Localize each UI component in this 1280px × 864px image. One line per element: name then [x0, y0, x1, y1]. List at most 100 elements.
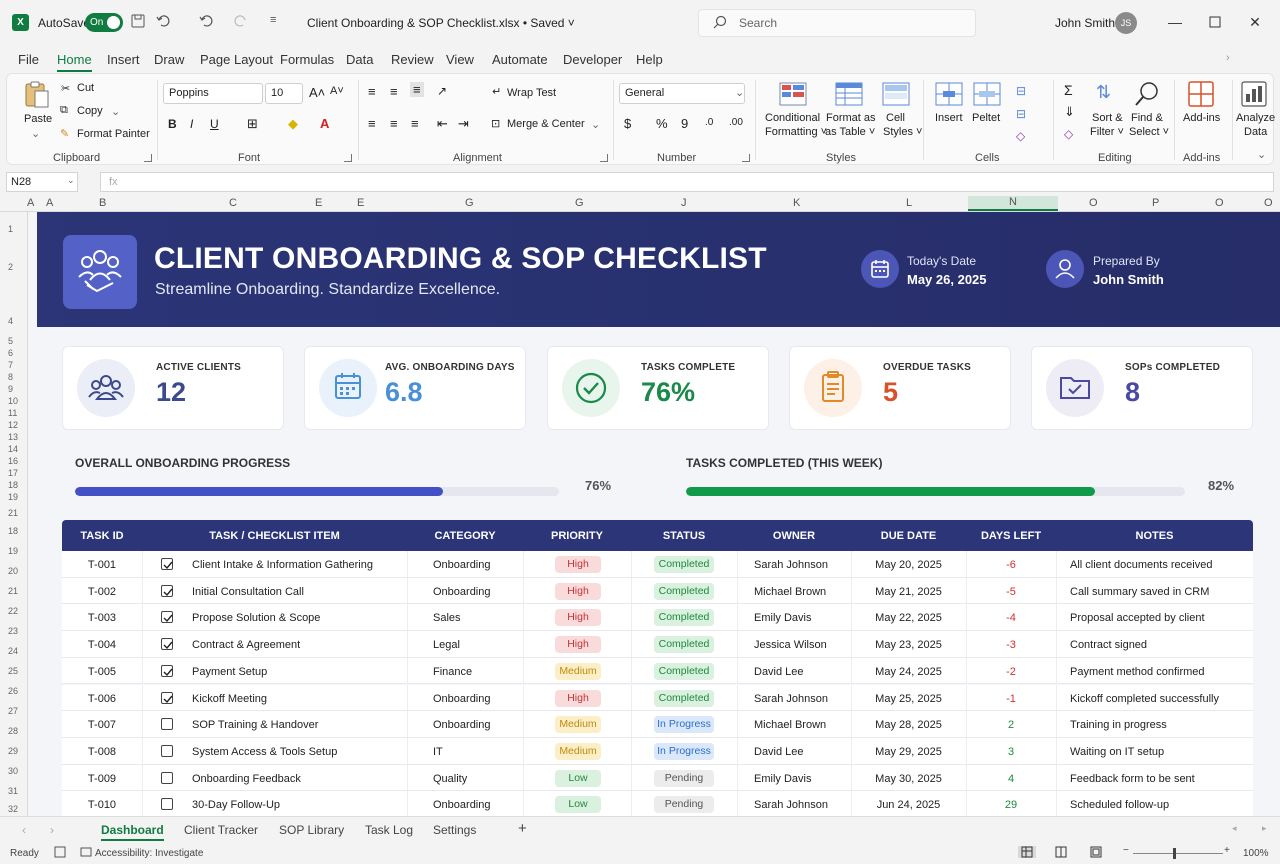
column-header[interactable]: L: [906, 197, 913, 209]
format-as-table-label-1[interactable]: Format as: [826, 112, 876, 124]
row-number[interactable]: 18: [8, 526, 19, 536]
accessibility-icon[interactable]: [80, 846, 92, 858]
column-header[interactable]: G: [575, 197, 584, 209]
zoom-in-icon[interactable]: +: [1224, 845, 1230, 856]
zoom-slider-thumb[interactable]: [1173, 848, 1176, 859]
insert-cells-icon[interactable]: [935, 82, 963, 110]
tab-page-layout[interactable]: Page Layout: [200, 52, 274, 67]
column-header-priority[interactable]: PRIORITY: [551, 530, 603, 542]
row-number[interactable]: 23: [8, 626, 19, 636]
row-number[interactable]: 32: [8, 804, 19, 814]
row-number[interactable]: 19: [8, 492, 19, 502]
column-header-task-id[interactable]: TASK ID: [80, 530, 124, 542]
delete-cells-icon[interactable]: [973, 82, 1001, 110]
align-center-icon[interactable]: ≡: [390, 116, 398, 131]
align-bottom-icon[interactable]: ≡: [410, 82, 424, 97]
format-painter-button[interactable]: Format Painter: [77, 128, 150, 140]
column-header-due-date[interactable]: DUE DATE: [880, 530, 937, 542]
font-name-select[interactable]: Poppins: [163, 83, 263, 104]
column-header-notes[interactable]: NOTES: [1135, 530, 1174, 542]
wrap-text-button[interactable]: Wrap Test: [507, 87, 557, 99]
copy-button[interactable]: Copy: [77, 105, 103, 117]
row-number[interactable]: 22: [8, 606, 19, 616]
column-header[interactable]: O: [1089, 197, 1098, 209]
row-number[interactable]: 14: [8, 444, 19, 454]
column-header-task[interactable]: TASK / CHECKLIST ITEM: [209, 530, 340, 542]
paste-dropdown-icon[interactable]: ⌄: [31, 128, 41, 140]
insert-cells-button[interactable]: Insert: [935, 112, 963, 124]
normal-view-icon[interactable]: [1018, 846, 1036, 858]
tab-help[interactable]: Help: [636, 52, 663, 67]
column-header[interactable]: B: [99, 197, 107, 209]
row-number[interactable]: 13: [8, 432, 19, 442]
row-number[interactable]: 17: [8, 468, 19, 478]
column-header[interactable]: G: [465, 197, 474, 209]
comma-icon[interactable]: 9: [681, 116, 689, 131]
page-layout-view-icon[interactable]: [1055, 846, 1067, 858]
save-icon[interactable]: [131, 14, 145, 28]
column-header-selected[interactable]: N: [968, 196, 1058, 211]
column-header[interactable]: P: [1152, 197, 1160, 209]
row-number[interactable]: 18: [8, 480, 19, 490]
sheet-tab-task-log[interactable]: Task Log: [365, 823, 414, 837]
clipboard-launcher-icon[interactable]: [144, 154, 152, 162]
font-size-select[interactable]: 10: [265, 83, 303, 104]
column-header[interactable]: C: [229, 197, 237, 209]
avatar[interactable]: JS: [1115, 12, 1137, 34]
task-checkbox[interactable]: [161, 691, 173, 704]
font-launcher-icon[interactable]: [344, 154, 352, 162]
task-checkbox[interactable]: [161, 638, 173, 651]
worksheet[interactable]: CLIENT ONBOARDING & SOP CHECKLIST Stream…: [29, 212, 1280, 816]
horizontal-scroll-icon[interactable]: ◂: [1232, 823, 1237, 833]
format-cells-icon[interactable]: ⊟: [1016, 84, 1027, 98]
fill-icon[interactable]: ⇓: [1064, 104, 1075, 119]
close-icon[interactable]: ✕: [1249, 14, 1261, 30]
minimize-icon[interactable]: —: [1168, 14, 1182, 30]
row-number[interactable]: 19: [8, 546, 19, 556]
task-checkbox[interactable]: [161, 584, 173, 597]
row-number[interactable]: 21: [8, 508, 19, 518]
table-row[interactable]: T-001 Client Intake & Information Gatheri…: [62, 551, 1253, 578]
task-checkbox[interactable]: [161, 718, 173, 731]
add-sheet-icon[interactable]: +: [518, 820, 527, 837]
task-checkbox[interactable]: [161, 744, 173, 757]
format-painter-icon[interactable]: ✎: [60, 128, 70, 140]
sort-filter-label-1[interactable]: Sort &: [1092, 112, 1123, 124]
table-row[interactable]: T-004 Contract & Agreement Legal High Comple…: [62, 631, 1253, 658]
underline-icon[interactable]: U: [210, 117, 219, 131]
task-checkbox[interactable]: [161, 611, 173, 624]
delete-cells-button[interactable]: Peltet: [972, 112, 1001, 124]
undo-icon[interactable]: [156, 14, 172, 28]
maximize-icon[interactable]: [1205, 12, 1225, 32]
column-header[interactable]: E: [357, 197, 365, 209]
sheet-tab-sop-library[interactable]: SOP Library: [279, 823, 345, 837]
macro-record-icon[interactable]: [54, 846, 66, 858]
font-color-icon[interactable]: A: [320, 116, 330, 131]
sheet-tab-dashboard[interactable]: Dashboard: [101, 823, 164, 841]
customize-toolbar-icon[interactable]: ≡: [270, 14, 277, 26]
tab-file[interactable]: File: [18, 52, 39, 67]
sheet-tab-settings[interactable]: Settings: [433, 823, 477, 837]
bold-icon[interactable]: B: [168, 117, 177, 131]
row-number[interactable]: 1: [8, 224, 14, 234]
table-row[interactable]: T-009 Onboarding Feedback Quality Low Pendin…: [62, 764, 1253, 792]
row-number[interactable]: 24: [8, 646, 19, 656]
column-header[interactable]: J: [681, 197, 687, 209]
column-header-category[interactable]: CATEGORY: [434, 530, 496, 542]
sort-filter-label-2[interactable]: Filter ˅: [1090, 126, 1124, 138]
decrease-decimal-icon[interactable]: .00: [729, 117, 743, 128]
zoom-level[interactable]: 100%: [1243, 848, 1269, 859]
tab-insert[interactable]: Insert: [107, 52, 140, 67]
user-name[interactable]: John Smith: [1055, 16, 1116, 30]
row-number[interactable]: 29: [8, 746, 19, 756]
fill-color-icon[interactable]: ◆: [288, 116, 298, 131]
row-number[interactable]: 8: [8, 372, 14, 382]
align-right-icon[interactable]: ≡: [411, 116, 419, 131]
tab-draw[interactable]: Draw: [154, 52, 185, 67]
sheet-tab-client-tracker[interactable]: Client Tracker: [184, 823, 259, 837]
merge-icon[interactable]: ⊡: [491, 118, 501, 130]
increase-font-icon[interactable]: A˄: [309, 85, 326, 100]
ribbon-scroll-icon[interactable]: ›: [1226, 52, 1230, 64]
row-number[interactable]: 2: [8, 262, 14, 272]
cell-styles-icon[interactable]: [882, 82, 910, 110]
